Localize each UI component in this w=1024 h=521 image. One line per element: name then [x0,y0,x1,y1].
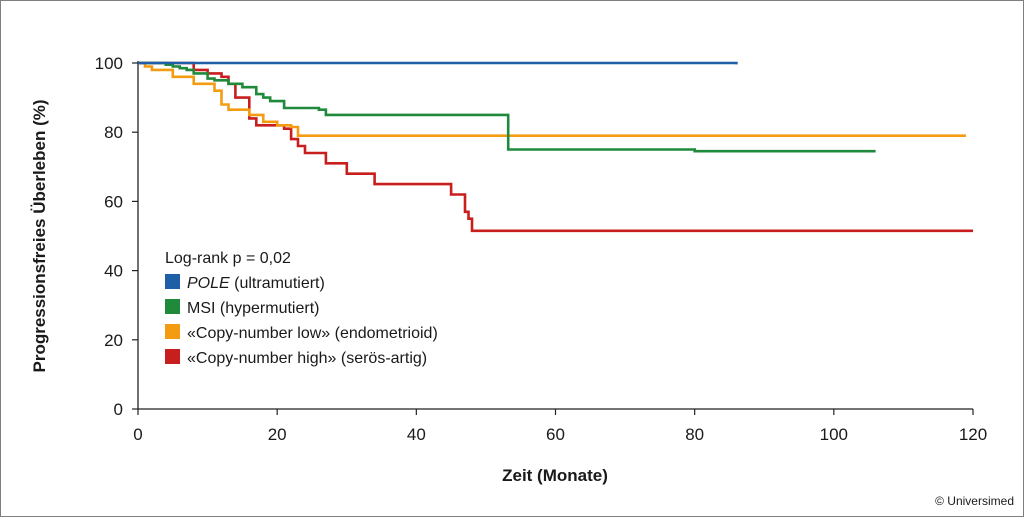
log-rank-annotation: Log-rank p = 0,02 [165,250,291,267]
legend-label: «Copy-number low» (endometrioid) [187,325,438,342]
y-axis-title: Progressionsfreies Überleben (%) [30,99,49,372]
legend: Log-rank p = 0,02 POLE (ultramutiert) MSI … [165,250,438,367]
series-line-2 [138,61,876,153]
legend-label-suffix: (ultramutiert) [230,275,325,292]
legend-label: POLE (ultramutiert) [187,275,325,292]
legend-swatch [165,349,180,364]
y-tick-label: 40 [104,262,123,281]
series-line-3 [138,61,966,137]
curves [138,61,973,233]
series-line-1 [138,61,738,65]
y-tick-label: 20 [104,331,123,350]
copyright-credit: © Universimed [935,494,1014,508]
legend-label: MSI (hypermutiert) [187,300,319,317]
x-tick-label: 0 [133,425,142,444]
x-tick-label: 20 [268,425,287,444]
x-axis-title: Zeit (Monate) [502,466,608,485]
legend-swatch [165,274,180,289]
legend-label: «Copy-number high» (serös-artig) [187,350,427,367]
x-tick-label: 80 [685,425,704,444]
y-tick-label: 60 [104,192,123,211]
legend-label-italic: POLE [187,275,230,292]
x-tick-label: 60 [546,425,565,444]
y-tick-label: 80 [104,123,123,142]
y-tick-label: 100 [95,54,123,73]
series-line-4 [138,61,973,233]
legend-swatch [165,299,180,314]
x-tick-label: 40 [407,425,426,444]
legend-swatch [165,324,180,339]
x-tick-label: 100 [820,425,848,444]
y-tick-label: 0 [114,400,123,419]
x-tick-label: 120 [959,425,987,444]
axes: 0 20 40 60 80 100 120 0 20 40 60 80 100 [95,54,988,444]
